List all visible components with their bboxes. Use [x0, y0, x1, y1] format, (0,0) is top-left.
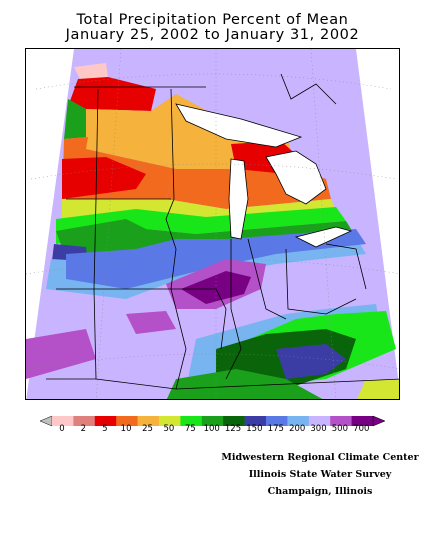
region-green-band	[56, 207, 346, 244]
lake-huron	[265, 150, 327, 205]
color-legend	[39, 415, 386, 427]
legend-tick-label: 10	[120, 424, 132, 434]
legend-tick-label: 25	[142, 424, 153, 434]
lake-superior	[175, 103, 303, 148]
legend-swatch	[73, 416, 96, 426]
legend-swatch	[116, 416, 138, 426]
legend-tick-label: 300	[310, 424, 327, 434]
legend-tick-label: 500	[331, 424, 349, 434]
region-se-blue	[276, 344, 346, 379]
legend-swatches	[52, 416, 374, 426]
legend-low-arrow	[39, 415, 53, 427]
legend-swatch	[330, 416, 352, 426]
map-title: Total Precipitation Percent of Mean	[76, 12, 349, 28]
legend-tick-label: 100	[203, 424, 220, 434]
region-purple-sw	[26, 329, 96, 379]
legend-tick-label: 0	[59, 424, 65, 434]
legend-swatch	[223, 416, 245, 426]
precipitation-map	[25, 48, 400, 400]
legend-swatch	[159, 416, 181, 426]
legend-tick-label: 5	[102, 424, 108, 434]
credit-line-2: Illinois State Water Survey	[248, 469, 392, 480]
legend-tick-label: 125	[224, 424, 242, 434]
legend-tick-label: 700	[353, 424, 370, 434]
region-top-pink	[74, 63, 108, 79]
region-purple-south	[126, 311, 176, 334]
legend-swatch	[351, 416, 374, 426]
lake-erie	[294, 226, 353, 248]
region-se-yellow	[356, 379, 399, 399]
region-far-north-green	[64, 99, 88, 139]
region-se-medgreen	[166, 369, 323, 399]
legend-tick-label: 50	[163, 424, 175, 434]
legend-swatch	[201, 416, 224, 426]
legend-tick-label: 175	[267, 424, 284, 434]
map-date-range: January 25, 2002 to January 31, 2002	[65, 27, 360, 43]
legend-swatch	[266, 416, 288, 426]
legend-tick-label: 150	[246, 424, 263, 434]
legend-tick-label: 75	[184, 424, 196, 434]
legend-swatch	[180, 416, 203, 426]
legend-swatch	[308, 416, 331, 426]
legend-swatch	[94, 416, 117, 426]
legend-swatch	[52, 416, 74, 426]
region-red-west	[62, 157, 146, 199]
legend-swatch	[287, 416, 310, 426]
region-violet-core	[181, 271, 251, 304]
credit-line-1: Midwestern Regional Climate Center	[221, 452, 419, 463]
legend-tick-label: 200	[289, 424, 306, 434]
credit-line-3: Champaign, Illinois	[267, 486, 373, 497]
region-top-red-nw	[70, 77, 156, 111]
legend-swatch	[244, 416, 267, 426]
legend-tick-label: 2	[80, 424, 87, 434]
region-blue-band	[66, 229, 366, 289]
state-boundaries	[46, 73, 399, 390]
lake-michigan	[228, 158, 249, 240]
graticule	[26, 49, 399, 399]
legend-swatch	[137, 416, 160, 426]
legend-high-arrow	[372, 415, 386, 427]
precipitation-map-canvas	[26, 49, 399, 399]
